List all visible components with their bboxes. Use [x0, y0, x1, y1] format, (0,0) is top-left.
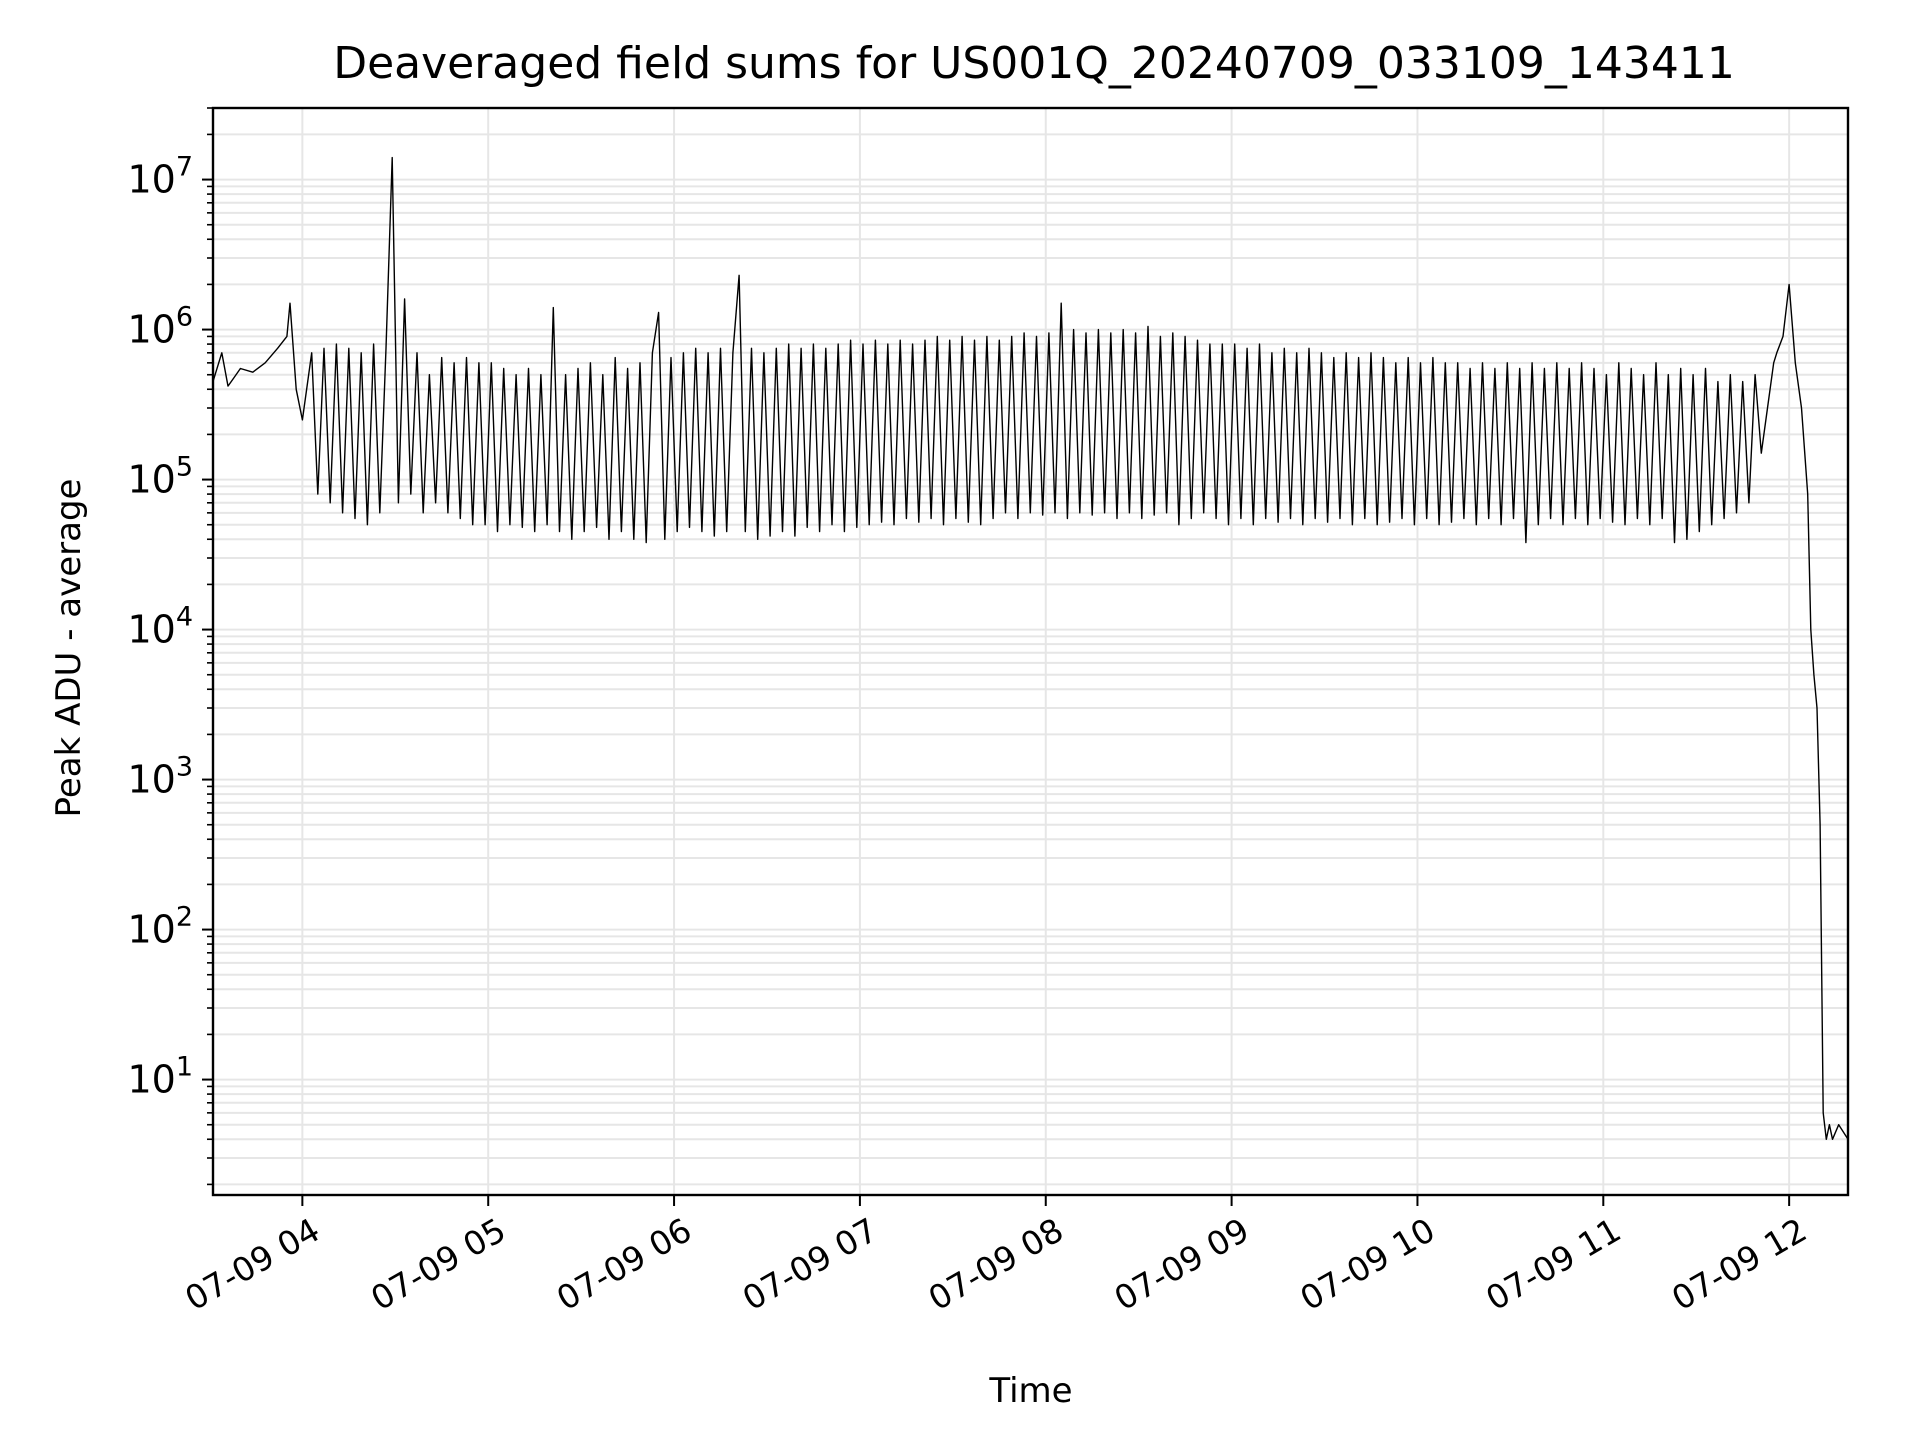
- y-tick-label: 102: [127, 902, 193, 952]
- y-tick-label: 103: [127, 752, 193, 802]
- y-axis-label: Peak ADU - average: [49, 479, 89, 818]
- y-tick-label: 104: [127, 602, 193, 652]
- y-tick-label: 107: [127, 152, 193, 202]
- series-line: [212, 156, 1849, 1140]
- y-tick-label: 101: [127, 1052, 193, 1102]
- series-line-group: [212, 156, 1849, 1140]
- y-tick-label: 106: [127, 302, 193, 352]
- plot-frame: [211, 106, 1850, 1197]
- y-tick-label: 105: [127, 452, 193, 502]
- x-axis-label: Time: [988, 1371, 1072, 1411]
- chart-title: Deaveraged field sums for US001Q_2024070…: [333, 38, 1735, 89]
